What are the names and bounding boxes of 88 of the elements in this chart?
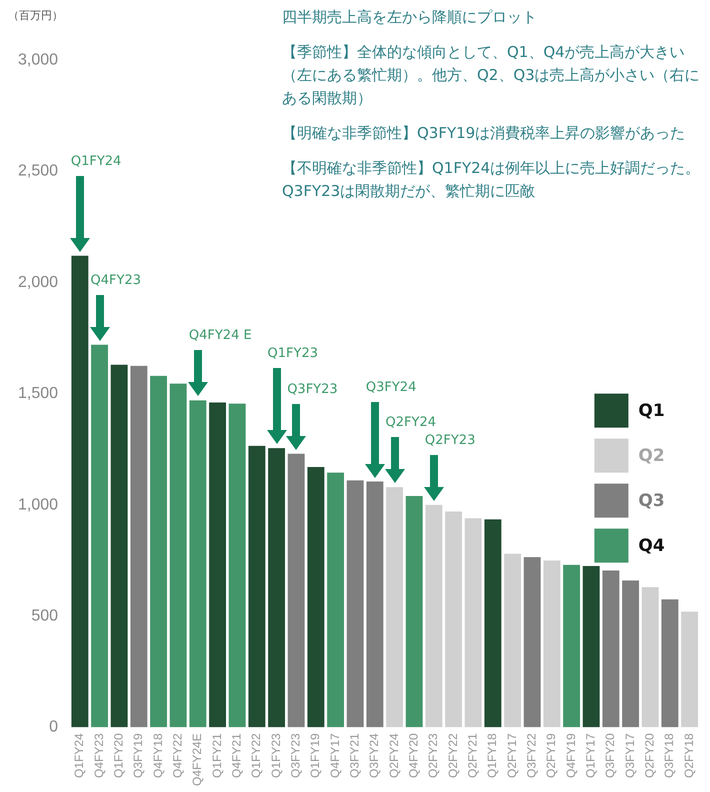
bar — [622, 580, 640, 728]
x-tick-label: Q4FY20 — [406, 732, 421, 778]
annotation: Q2FY23 — [424, 432, 476, 448]
bar — [582, 566, 600, 728]
x-tick-label: Q1FY18 — [485, 732, 500, 778]
annotation: Q3FY23 — [287, 382, 338, 397]
bar — [366, 482, 384, 728]
annotation: 【季節性】全体的な傾向として、Q1、Q4が売上高が大きい（左にある繁忙期）。他方、Q2、Q3は売上高が小さい（右にある閑散期） — [282, 42, 701, 109]
x-tick-label: Q4FY21 — [230, 732, 244, 778]
y-tick-label: 1,500 — [18, 385, 58, 402]
bar — [307, 467, 324, 728]
bar — [71, 256, 88, 728]
chart-title: 四半期売上高を左から降順にプロット — [282, 7, 538, 28]
x-tick-label: Q1FY24 — [72, 732, 86, 778]
bar — [563, 564, 580, 728]
bar — [170, 384, 187, 728]
x-tick-label: Q3FY22 — [524, 732, 539, 778]
annotation: Q4FY24 E — [188, 328, 252, 344]
x-tick-label: Q2FY24 — [386, 732, 401, 778]
bar — [484, 519, 502, 728]
x-tick-label: Q1FY20 — [112, 732, 126, 778]
x-tick-label: Q4FY18 — [150, 732, 165, 778]
x-tick-label: Q2FY21 — [466, 732, 480, 778]
bar — [661, 599, 678, 728]
x-tick-label: Q4FY19 — [564, 732, 578, 778]
bar — [386, 487, 404, 728]
x-tick-label: Q3FY24 — [367, 732, 382, 778]
annotation: 【不明確な非季節性】Q1FY24は例年以上に売上好調だった。Q3FY23は閑散期だが、繁忙期に匹敵 — [282, 158, 702, 202]
bar — [524, 557, 541, 728]
y-tick-label: 2,000 — [18, 274, 58, 291]
x-tick-label: Q2FY22 — [446, 732, 460, 778]
legend-label: Q3 — [638, 491, 665, 512]
bar — [425, 504, 442, 728]
bar — [288, 454, 305, 728]
bar — [681, 612, 698, 728]
x-tick-label: Q3FY17 — [622, 732, 637, 778]
bar — [110, 364, 128, 728]
y-tick-label: 3,000 — [18, 51, 58, 68]
bar — [268, 448, 286, 728]
y-tick-label: 2,500 — [18, 162, 58, 180]
x-tick-label: Q2FY18 — [682, 732, 696, 778]
annotation: Q1FY23 — [268, 346, 318, 362]
x-tick-label: Q4FY24E — [190, 733, 204, 786]
legend-label: Q1 — [638, 401, 665, 422]
bar — [543, 560, 560, 728]
y-tick-label: 0 — [49, 718, 58, 736]
bar — [189, 400, 206, 728]
bar — [150, 376, 167, 728]
bar — [406, 496, 423, 728]
bar — [228, 404, 246, 728]
bar — [642, 587, 659, 728]
bar — [130, 366, 148, 728]
x-tick-label: Q1FY17 — [584, 732, 598, 778]
annotation: Q3FY24 — [366, 380, 416, 394]
y-axis-title: （百万円） — [8, 8, 63, 23]
x-tick-label: Q4FY17 — [328, 732, 342, 778]
x-tick-label: Q3FY20 — [603, 732, 618, 778]
x-tick-label: Q4FY22 — [170, 732, 185, 778]
bar — [445, 512, 462, 728]
x-tick-label: Q1FY21 — [210, 732, 224, 778]
annotation: Q1FY24 — [70, 154, 122, 169]
x-tick-label: Q2FY23 — [426, 732, 440, 778]
annotation: Q4FY23 — [90, 272, 141, 288]
x-tick-label: Q1FY22 — [249, 732, 264, 778]
x-tick-label: Q2FY19 — [544, 732, 558, 778]
x-tick-label: Q4FY23 — [92, 732, 106, 778]
bar — [209, 402, 226, 728]
x-tick-label: Q3FY19 — [131, 732, 146, 778]
bar — [248, 446, 266, 728]
x-tick-label: Q2FY17 — [504, 732, 519, 778]
x-tick-label: Q3FY23 — [288, 732, 303, 778]
x-tick-label: Q3FY18 — [662, 732, 676, 778]
x-tick-label: Q3FY21 — [348, 732, 362, 778]
legend-label: Q4 — [638, 536, 665, 556]
legend-label: Q2 — [638, 446, 665, 466]
y-tick-label: 500 — [31, 607, 58, 624]
y-tick-label: 1,000 — [18, 496, 58, 514]
bar — [346, 480, 364, 728]
annotation: Q2FY24 — [386, 415, 436, 430]
x-tick-label: Q1FY23 — [268, 732, 283, 778]
annotation: 【明確な非季節性】Q3FY19は消費税率上昇の影響があった — [282, 123, 686, 144]
bar — [464, 518, 482, 728]
bar — [504, 554, 522, 728]
bar — [91, 344, 108, 728]
x-tick-label: Q1FY19 — [308, 732, 322, 778]
x-tick-label: Q2FY20 — [642, 732, 657, 778]
bar — [602, 570, 620, 728]
bar — [327, 472, 344, 728]
